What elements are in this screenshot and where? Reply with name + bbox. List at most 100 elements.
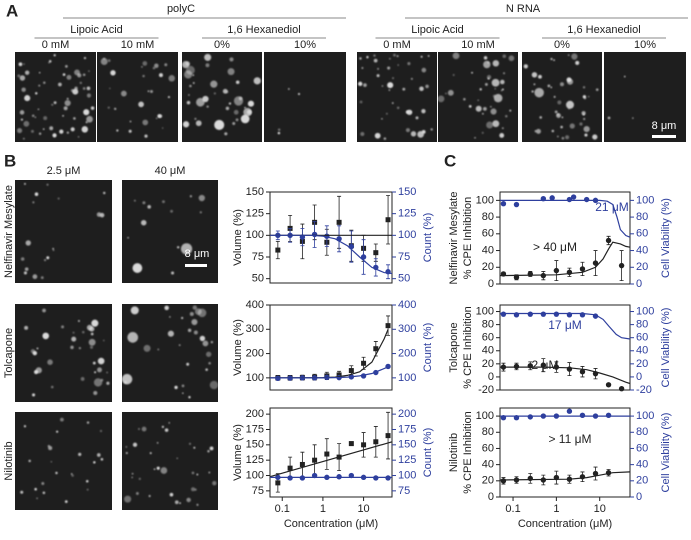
panel-label: B: [4, 151, 16, 170]
droplet: [19, 75, 26, 81]
droplet: [566, 77, 572, 83]
droplet: [156, 441, 159, 444]
droplet: [204, 53, 212, 61]
y2-tick-label: 100: [636, 305, 654, 317]
y2-axis-label: Count (%): [422, 323, 434, 373]
droplet: [52, 133, 57, 138]
droplet: [86, 93, 92, 98]
condition-label: 10%: [294, 39, 316, 51]
droplet: [131, 476, 133, 479]
droplet: [148, 495, 151, 498]
droplet: [202, 340, 209, 347]
droplet: [49, 126, 54, 131]
droplet: [531, 90, 534, 93]
droplet: [359, 100, 363, 104]
droplet: [93, 378, 103, 387]
data-point: [513, 201, 520, 208]
y-tick-label: 100: [476, 410, 494, 422]
droplet: [188, 94, 190, 96]
y-tick-label: 80: [482, 426, 494, 438]
data-point: [592, 470, 599, 477]
droplet: [196, 97, 205, 107]
y2-tick-label: 0: [636, 491, 642, 503]
droplet: [82, 87, 86, 90]
droplet: [52, 247, 55, 250]
data-point: [579, 412, 586, 418]
data-point: [348, 441, 354, 447]
droplet: [36, 497, 38, 500]
droplet: [387, 82, 394, 89]
droplet: [193, 330, 198, 335]
droplet: [31, 129, 34, 133]
droplet: [92, 361, 96, 365]
droplet: [569, 123, 575, 129]
droplet: [83, 109, 90, 116]
y2-tick-label: 100: [636, 194, 654, 206]
y2-tick-label: 100: [398, 469, 416, 481]
group-title: N RNA: [506, 3, 541, 15]
x-tick-label: 0.1: [275, 503, 290, 515]
droplet: [185, 65, 195, 75]
y2-tick-label: 20: [636, 475, 648, 487]
droplet: [174, 385, 178, 390]
droplet: [186, 100, 191, 105]
droplet: [556, 135, 559, 138]
droplet: [62, 73, 66, 76]
droplet: [471, 71, 473, 74]
group-title: polyC: [167, 3, 195, 15]
droplet: [19, 110, 25, 115]
y-tick-label: 200: [246, 408, 264, 420]
droplet: [297, 92, 301, 96]
droplet: [553, 95, 556, 98]
droplet: [196, 473, 199, 476]
data-point: [527, 414, 533, 420]
plot-frame: [269, 304, 393, 391]
droplet: [88, 338, 96, 346]
droplet: [419, 86, 424, 91]
droplet: [182, 392, 184, 394]
droplet: [409, 111, 412, 114]
droplet: [229, 57, 234, 62]
y-tick-label: 40: [482, 459, 494, 471]
droplet: [554, 110, 558, 114]
data-point: [385, 323, 391, 329]
droplet: [121, 373, 133, 385]
droplet: [142, 119, 149, 126]
data-point: [618, 262, 625, 269]
data-point: [373, 250, 379, 256]
plot-frame: [269, 407, 393, 498]
y2-tick-label: 150: [398, 186, 416, 198]
droplet: [198, 194, 205, 202]
droplet: [373, 54, 376, 57]
droplet: [405, 128, 410, 133]
droplet: [142, 74, 145, 78]
droplet: [24, 70, 30, 75]
micrograph: [97, 52, 178, 142]
droplet: [32, 201, 35, 204]
droplet: [363, 83, 367, 87]
y-tick-label: 80: [482, 319, 494, 331]
droplet: [388, 89, 391, 91]
image-background: [97, 52, 178, 142]
droplet: [235, 118, 239, 122]
droplet: [24, 325, 29, 330]
droplet: [179, 502, 181, 505]
micrograph: [264, 52, 346, 142]
data-point: [513, 363, 520, 370]
droplet: [233, 109, 239, 115]
droplet: [124, 381, 127, 384]
droplet: [181, 316, 184, 320]
droplet: [23, 271, 28, 275]
droplet: [373, 58, 378, 63]
droplet: [210, 341, 214, 344]
y2-tick-label: 0: [636, 278, 642, 290]
droplet: [397, 64, 399, 66]
droplet: [490, 108, 497, 115]
droplet: [632, 117, 634, 119]
condition-label: 0%: [554, 39, 570, 51]
y2-tick-label: 0: [636, 371, 642, 383]
droplet: [385, 112, 388, 115]
data-point: [570, 194, 577, 200]
droplet: [46, 183, 49, 186]
data-point: [348, 368, 354, 374]
